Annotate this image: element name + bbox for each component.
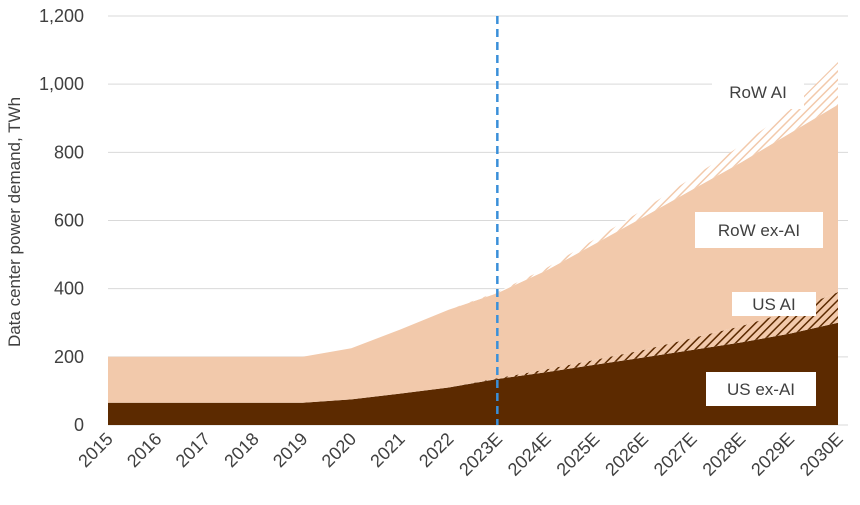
label-box-row-ai xyxy=(712,75,804,109)
x-tick-label: 2024E xyxy=(504,429,555,480)
x-tick-label: 2015 xyxy=(74,429,116,471)
x-tick-label: 2025E xyxy=(553,429,604,480)
x-tick-label: 2027E xyxy=(650,429,701,480)
x-axis-ticks: 2015 2016 2017 2018 2019 2020 2021 20222023E202… xyxy=(74,429,846,480)
x-tick-label: 2030E xyxy=(796,429,847,480)
x-tick-label: 2023E xyxy=(455,429,506,480)
area-series xyxy=(108,62,838,425)
series-label-row-ai: RoW AI xyxy=(729,83,787,102)
x-tick-label: 2022 xyxy=(415,429,457,471)
y-tick-label: 400 xyxy=(54,279,84,299)
series-label-row-ex-ai: RoW ex-AI xyxy=(718,221,800,240)
y-tick-label: 1,000 xyxy=(39,74,84,94)
area-row-ex-ai xyxy=(108,104,838,403)
x-tick-label: 2026E xyxy=(601,429,652,480)
x-tick-label: 2016 xyxy=(123,429,165,471)
x-tick-label: 2019 xyxy=(269,429,311,471)
label-box-row-ex-ai xyxy=(695,212,823,248)
y-tick-label: 0 xyxy=(74,415,84,435)
series-labels: US ex-AI US AI RoW ex-AI RoW AI xyxy=(695,75,823,406)
x-tick-label: 2029E xyxy=(747,429,798,480)
x-tick-label: 2018 xyxy=(220,429,262,471)
y-axis-label: Data center power demand, TWh xyxy=(5,97,24,347)
x-tick-label: 2017 xyxy=(172,429,214,471)
y-tick-label: 1,200 xyxy=(39,6,84,26)
label-box-us-ai xyxy=(732,292,816,316)
y-axis-ticks: 0 200 400 600 800 1,000 1,200 xyxy=(39,6,84,435)
y-tick-label: 600 xyxy=(54,211,84,231)
x-tick-label: 2020 xyxy=(318,429,360,471)
x-tick-label: 2021 xyxy=(366,429,408,471)
area-us-ai xyxy=(108,292,838,403)
area-us-ex-ai xyxy=(108,322,838,425)
y-tick-label: 800 xyxy=(54,142,84,162)
label-box-us-ex-ai xyxy=(706,372,816,406)
x-tick-label: 2028E xyxy=(699,429,750,480)
series-label-us-ex-ai: US ex-AI xyxy=(727,380,795,399)
y-tick-label: 200 xyxy=(54,347,84,367)
series-label-us-ai: US AI xyxy=(752,295,795,314)
